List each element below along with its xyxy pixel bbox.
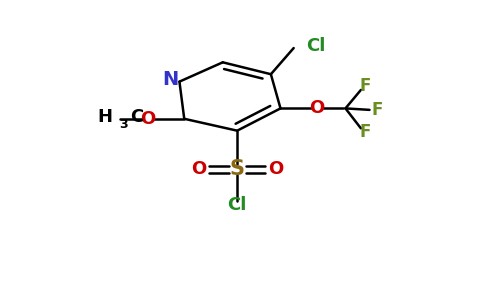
Text: O: O xyxy=(309,99,324,117)
Text: H: H xyxy=(97,108,112,126)
Text: S: S xyxy=(230,159,245,179)
Text: O: O xyxy=(191,160,206,178)
Text: Cl: Cl xyxy=(227,196,247,214)
Text: N: N xyxy=(163,70,179,89)
Text: O: O xyxy=(140,110,156,128)
Text: Cl: Cl xyxy=(306,37,325,55)
Text: C: C xyxy=(130,108,144,126)
Text: O: O xyxy=(268,160,283,178)
Text: 3: 3 xyxy=(119,118,128,130)
Text: F: F xyxy=(359,77,370,95)
Text: F: F xyxy=(359,123,370,141)
Text: F: F xyxy=(371,101,382,119)
